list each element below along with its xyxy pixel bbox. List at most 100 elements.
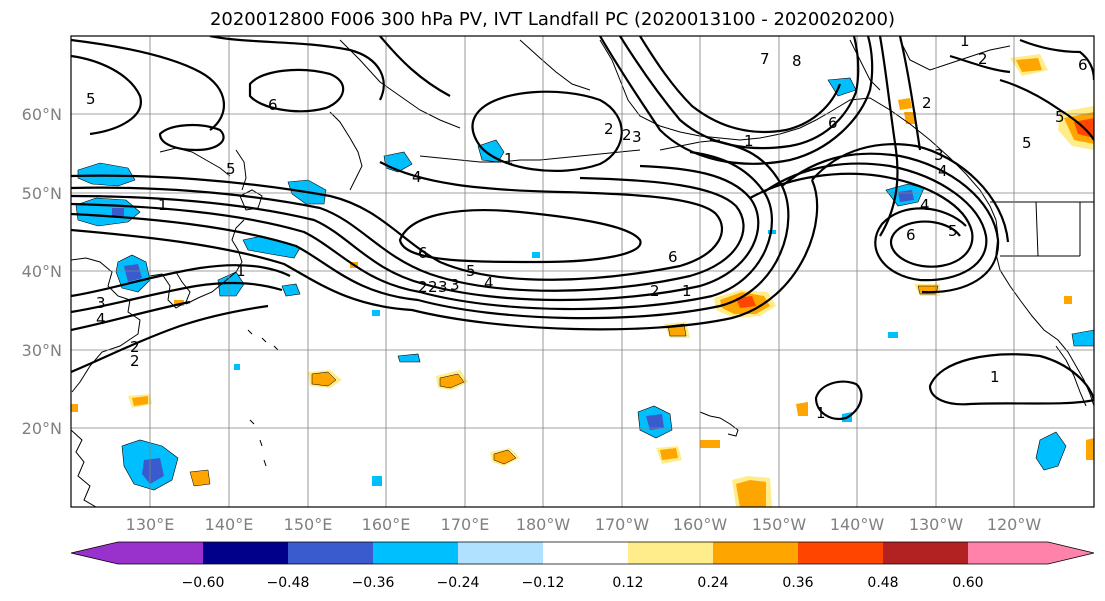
lon-label: 130°E: [126, 515, 175, 534]
colorbar-segment: [713, 542, 798, 564]
siberia-coast: [339, 39, 461, 129]
canada-north: [849, 39, 1011, 91]
contour-label: 4: [412, 168, 422, 186]
contour-line: [811, 143, 1010, 243]
russia-coast: [159, 147, 231, 177]
contour-label: 3: [632, 128, 642, 146]
contour-label: 2: [604, 120, 614, 138]
colorbar-tick-label: −0.24: [437, 575, 480, 591]
contour-line: [471, 90, 623, 172]
contour-line: [158, 123, 225, 152]
colorbar-segment: [1048, 542, 1094, 564]
contour-label: 1: [158, 196, 168, 214]
contour-label: 3: [438, 278, 448, 296]
contour-label: 6: [268, 96, 278, 114]
contour-label: 3: [450, 276, 460, 294]
contour-label: 1: [504, 150, 514, 168]
contour-line: [999, 78, 1094, 141]
colorbar-outline: [70, 541, 1095, 565]
contour-label: 6: [828, 114, 838, 132]
bering-coast: [519, 39, 591, 91]
colorbar-segment: [968, 542, 1048, 564]
contour-label: 2: [130, 338, 140, 356]
map-area: [71, 36, 1094, 507]
lon-label: 180°W: [516, 515, 571, 534]
contour-line: [71, 264, 291, 298]
contour-line: [639, 36, 842, 133]
map-frame: [70, 35, 1095, 508]
contour-label: 5: [466, 262, 476, 280]
contour-label: 5: [1022, 134, 1032, 152]
contour-line: [398, 209, 642, 264]
contour-label: 2: [978, 50, 988, 68]
contour-line: [209, 36, 385, 101]
contour-line: [248, 68, 345, 113]
contour-line: [71, 138, 790, 320]
contour-label: 5: [226, 160, 236, 178]
contour-line: [749, 172, 974, 268]
colorbar-tick-label: 0.12: [612, 575, 643, 591]
contour-label: 2: [622, 126, 632, 144]
contour-label: 1: [960, 32, 970, 50]
contour-label: 3: [934, 146, 944, 164]
contour-labels: 5 6 7 8 2 1 2 3 1 4 5 6 1 3 2 4 3 2 6 5 …: [86, 32, 1088, 422]
japan-coast: [185, 219, 245, 305]
colorbar-segment: [798, 542, 883, 564]
alaska-coast: [599, 39, 997, 221]
contour-line: [71, 304, 269, 374]
colorbar-segment: [543, 542, 628, 564]
ivt-contours: [71, 36, 1094, 420]
contour-line: [71, 179, 819, 331]
pv-shading: [71, 54, 1094, 507]
pv-patch-neg: [1035, 431, 1067, 471]
asia-coast-south: [71, 429, 97, 507]
pv-patch-neg: [1071, 329, 1094, 347]
lon-label: 170°E: [441, 515, 490, 534]
contour-label: 1: [682, 282, 692, 300]
pacific-islands: [247, 329, 279, 467]
lon-label: 170°W: [595, 515, 650, 534]
colorbar-tick-label: −0.36: [352, 575, 395, 591]
contour-line: [379, 36, 451, 97]
colorbar-segment: [628, 542, 713, 564]
contour-label: 1: [816, 404, 826, 422]
contour-label: 4: [484, 274, 494, 292]
lon-label: 120°W: [987, 515, 1042, 534]
colorbar-tick-label: −0.60: [182, 575, 225, 591]
pv-patch-neg: [281, 283, 301, 297]
pv-patch-pos: [904, 112, 916, 124]
contour-label: 8: [792, 52, 802, 70]
colorbar-segment: [458, 542, 543, 564]
kamchatka: [329, 111, 363, 191]
contour-label: 5: [948, 222, 958, 240]
korea-coast: [149, 271, 191, 309]
pv-patch-neg: [477, 139, 505, 163]
colorbar-segment: [883, 542, 968, 564]
lat-label: 40°N: [22, 262, 62, 281]
lat-label: 30°N: [22, 341, 62, 360]
contour-line: [71, 54, 142, 136]
hawaii: [699, 411, 739, 437]
contour-line: [71, 300, 191, 332]
colorbar-tick-label: −0.12: [522, 575, 565, 591]
colorbar-tick-label: 0.60: [952, 575, 983, 591]
contour-label: 2: [130, 352, 140, 370]
lon-label: 140°E: [205, 515, 254, 534]
colorbar-tick-label: 0.48: [867, 575, 898, 591]
contour-line: [71, 161, 724, 281]
pv-patch-pos: [189, 469, 211, 487]
contour-line: [949, 54, 1011, 74]
lon-label: 150°E: [284, 515, 333, 534]
map-title: 2020012800 F006 300 hPa PV, IVT Landfall…: [209, 9, 896, 30]
pv-patch-neg: [77, 162, 136, 187]
contour-label: 1: [236, 262, 246, 280]
pv-patch-pos: [1086, 438, 1094, 460]
contour-line: [71, 150, 773, 311]
contour-label: 6: [1078, 56, 1088, 74]
colorbar-tick-label: 0.36: [782, 575, 813, 591]
lon-labels: 130°E 140°E 150°E 160°E 170°E 180°W 170°…: [126, 515, 1042, 534]
contour-label: 4: [938, 162, 948, 180]
colorbar-tick-label: −0.48: [267, 575, 310, 591]
pv-patch-pos: [700, 440, 720, 448]
